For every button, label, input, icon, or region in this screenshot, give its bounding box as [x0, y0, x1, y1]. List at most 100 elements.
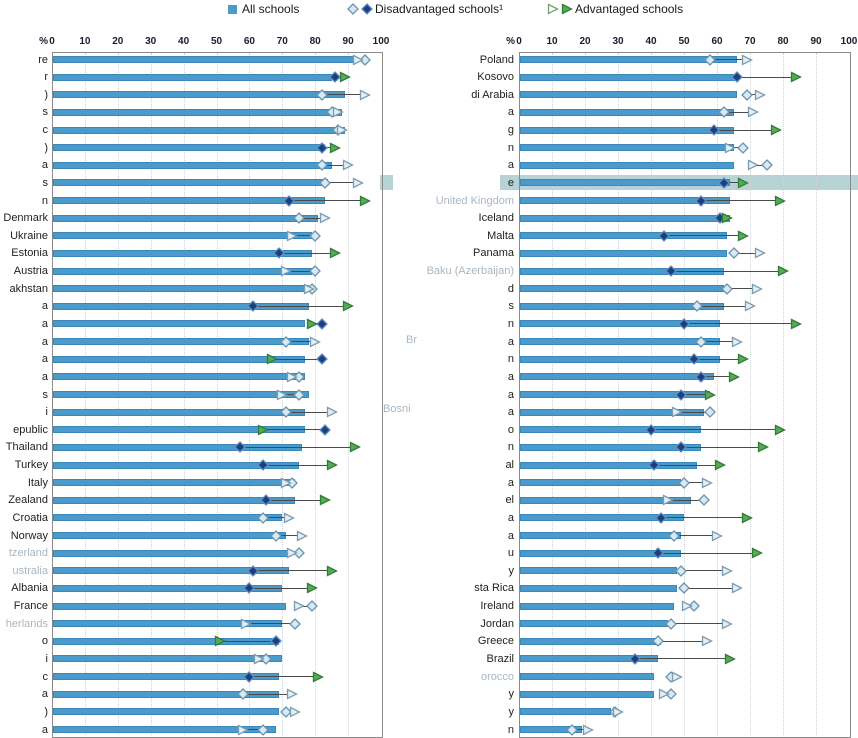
disadvantaged-advantaged-connector [292, 235, 316, 237]
all-schools-bar [520, 373, 714, 381]
disadvantaged-marker [315, 141, 328, 154]
disadvantaged-marker [668, 529, 681, 542]
all-schools-bar [520, 708, 612, 716]
legend-item-disadvantaged: Disadvantaged schools¹ [347, 1, 503, 17]
disadvantaged-marker [664, 688, 677, 701]
disadvantaged-advantaged-connector [321, 164, 349, 166]
country-label: Denmark [3, 212, 48, 225]
all-schools-bar [53, 584, 283, 592]
advantaged-marker [721, 565, 733, 577]
disadvantaged-advantaged-connector [693, 358, 744, 360]
disadvantaged-marker [694, 370, 707, 383]
disadvantaged-marker [645, 423, 657, 436]
country-label: a [41, 317, 48, 330]
advantaged-marker [342, 300, 355, 312]
disadvantaged-marker [269, 635, 282, 648]
country-label: di Arabia [471, 88, 514, 101]
disadvantaged-advantaged-connector [325, 182, 358, 184]
axis-tick-label: 90 [342, 36, 354, 47]
country-label: herlands [5, 617, 48, 630]
advantaged-marker [725, 142, 737, 154]
country-label: Baku (Azerbaijan) [426, 265, 514, 278]
axis-tick-label: 80 [777, 36, 789, 47]
all-schools-bar [53, 197, 326, 205]
axis-tick-label: 60 [243, 36, 255, 47]
disadvantaged-advantaged-connector [634, 658, 731, 660]
advantaged-marker [257, 424, 269, 436]
advantaged-marker [748, 159, 760, 171]
advantaged-marker [748, 106, 760, 118]
advantaged-marker [214, 635, 226, 647]
disadvantaged-advantaged-connector [282, 394, 299, 395]
disadvantaged-marker [565, 723, 578, 736]
all-schools-bar [520, 514, 684, 522]
country-label: re [38, 53, 48, 66]
all-schools-bar [53, 285, 309, 293]
advantaged-marker [741, 53, 753, 66]
axis-tick-label: 50 [210, 36, 223, 47]
advantaged-marker [306, 318, 318, 330]
disadvantaged-advantaged-connector [288, 200, 365, 202]
disadvantaged-marker [651, 547, 664, 560]
advantaged-marker [352, 53, 364, 66]
country-label: g [507, 124, 514, 137]
legend-label-disadvantaged: Disadvantaged schools¹ [375, 2, 504, 16]
filled-triangle-icon [561, 3, 573, 15]
gridline [315, 53, 317, 735]
country-label: sta Rica [474, 582, 514, 595]
faded-country-label-fragment: Bosni [383, 403, 411, 415]
country-label: Ukraine [10, 229, 48, 242]
disadvantaged-advantaged-connector [723, 111, 754, 113]
axis-tick-label: 70 [276, 36, 288, 47]
country-label: a [41, 723, 48, 736]
disadvantaged-advantaged-connector [710, 59, 747, 60]
disadvantaged-advantaged-connector [670, 623, 727, 625]
all-schools-bar [53, 690, 279, 698]
advantaged-marker [359, 194, 371, 207]
gridline [783, 53, 784, 735]
advantaged-marker [725, 653, 737, 665]
country-label: n [507, 141, 514, 154]
all-schools-bar [520, 408, 704, 416]
axis-tick-label: 100 [840, 36, 858, 47]
country-label: a [507, 388, 514, 401]
disadvantaged-advantaged-connector [262, 429, 326, 431]
all-schools-bar [53, 620, 283, 628]
all-schools-bar [520, 355, 721, 363]
country-label: ustralia [12, 564, 48, 577]
disadvantaged-marker [279, 406, 292, 419]
disadvantaged-marker [279, 705, 292, 718]
disadvantaged-advantaged-connector [713, 129, 777, 131]
country-label: n [507, 723, 514, 736]
all-schools-bar [53, 426, 306, 434]
advantaged-marker [701, 635, 714, 647]
all-schools-bar [53, 479, 296, 487]
axis-tick-label: 10 [79, 36, 91, 47]
advantaged-marker [352, 177, 364, 189]
all-schools-bar [520, 567, 678, 575]
advantaged-marker [738, 353, 750, 365]
disadvantaged-marker [292, 547, 305, 560]
country-label: Jordan [480, 617, 514, 630]
disadvantaged-advantaged-connector [275, 535, 303, 537]
disadvantaged-marker [720, 282, 733, 295]
country-label: y [508, 705, 515, 718]
disadvantaged-marker [292, 212, 305, 225]
all-schools-bar [53, 373, 306, 381]
advantaged-marker [754, 247, 766, 259]
disadvantaged-advantaged-connector [242, 693, 293, 695]
disadvantaged-advantaged-connector [249, 587, 312, 589]
advantaged-marker [280, 477, 292, 489]
all-schools-square-icon [228, 4, 237, 14]
disadvantaged-marker [292, 370, 305, 383]
disadvantaged-advantaged-connector [298, 605, 312, 607]
disadvantaged-advantaged-connector [265, 499, 326, 501]
disadvantaged-marker [286, 476, 299, 489]
disadvantaged-advantaged-connector [670, 270, 783, 272]
gridline [750, 53, 751, 735]
advantaged-marker [326, 565, 338, 577]
all-schools-bar [520, 443, 701, 451]
axis-tick-label: 10 [546, 36, 558, 47]
country-label: Malta [487, 229, 514, 242]
all-schools-bar [520, 285, 724, 293]
